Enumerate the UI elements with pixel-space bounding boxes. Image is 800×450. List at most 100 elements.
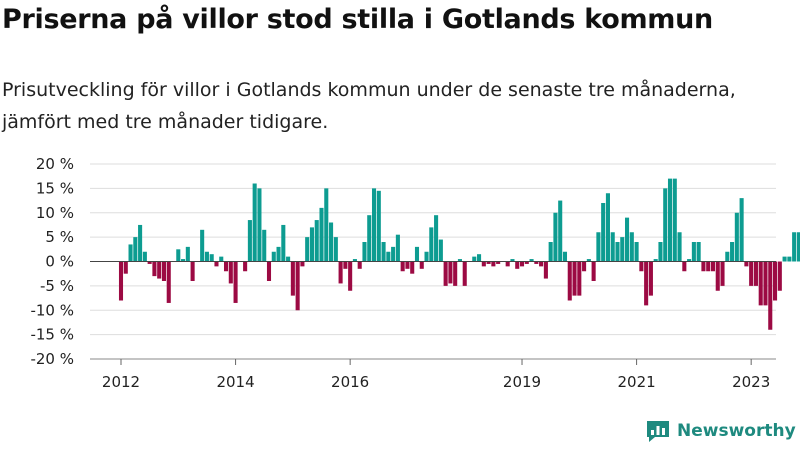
bar <box>792 232 797 262</box>
bar <box>629 232 634 262</box>
bar <box>701 261 706 272</box>
bar <box>300 261 305 267</box>
bar <box>190 261 195 281</box>
bar <box>625 217 630 262</box>
bar <box>591 261 596 281</box>
bar <box>691 242 696 262</box>
bar <box>434 215 439 262</box>
bar <box>142 251 147 262</box>
brand-name: Newsworthy <box>677 421 796 441</box>
bar <box>133 237 138 262</box>
bar <box>181 259 186 262</box>
bar <box>166 261 171 303</box>
bar <box>381 242 386 262</box>
bar <box>376 190 381 262</box>
x-tick-label: 2019 <box>503 373 541 391</box>
axes: 20 % 15 % 10 % 5 % 0 % -5 % -10 % -15 % -20 % 201… <box>30 155 776 391</box>
bar <box>266 261 272 281</box>
bar <box>400 261 405 272</box>
bar <box>758 261 763 306</box>
bar <box>462 261 467 286</box>
bar <box>682 261 687 272</box>
bar <box>281 224 286 262</box>
bar <box>639 261 644 272</box>
bar <box>395 234 400 262</box>
x-tick-label: 2021 <box>617 373 655 391</box>
bar <box>553 212 558 262</box>
bar <box>773 261 778 301</box>
bar <box>524 261 529 264</box>
bar <box>567 261 572 301</box>
bar <box>352 259 357 262</box>
bar <box>725 251 730 262</box>
y-tick-label: 20 % <box>36 155 74 173</box>
bar <box>391 246 396 262</box>
bar <box>362 242 367 262</box>
bar <box>667 178 673 262</box>
bar <box>577 261 582 296</box>
bar <box>658 242 663 262</box>
bar <box>539 261 544 267</box>
bar <box>128 244 133 262</box>
bar <box>558 200 563 262</box>
bar <box>496 261 501 264</box>
bar <box>453 261 458 286</box>
bar <box>118 261 124 301</box>
bar <box>653 259 658 262</box>
bar <box>696 242 701 262</box>
bar <box>176 249 181 262</box>
bar <box>720 261 725 286</box>
y-tick-label: 15 % <box>36 179 74 197</box>
bar <box>457 259 462 262</box>
bar <box>763 261 768 306</box>
bar <box>200 229 205 262</box>
bar <box>648 261 653 296</box>
bar <box>262 229 267 262</box>
bar <box>582 261 587 272</box>
bar <box>543 261 548 279</box>
bar <box>424 251 429 262</box>
bar <box>414 246 420 262</box>
bar <box>634 242 639 262</box>
bar <box>749 261 754 286</box>
bar <box>209 254 214 262</box>
bar <box>586 259 591 262</box>
bar <box>687 259 692 262</box>
y-tick-label: -10 % <box>30 301 74 319</box>
bar <box>519 261 525 267</box>
bar <box>152 261 157 277</box>
bar <box>247 220 252 262</box>
chart-subtitle: Prisutveckling för villor i Gotlands kom… <box>2 79 736 133</box>
bar <box>204 251 209 262</box>
x-tick-label: 2016 <box>331 373 369 391</box>
bar <box>157 261 162 279</box>
bar <box>386 251 391 262</box>
bar <box>448 261 453 284</box>
bar <box>309 227 314 262</box>
bar <box>710 261 716 272</box>
bar <box>252 183 257 262</box>
y-tick-label: -20 % <box>30 350 74 368</box>
bar <box>486 261 491 264</box>
bar <box>548 242 553 262</box>
bar <box>438 239 443 262</box>
x-tick-label: 2014 <box>216 373 254 391</box>
bar <box>371 188 377 262</box>
bar <box>123 261 128 274</box>
bar <box>715 261 720 291</box>
bar <box>787 256 792 262</box>
bar <box>730 242 735 262</box>
newsworthy-branding: Newsworthy <box>645 419 796 443</box>
bar <box>185 246 190 262</box>
bar <box>505 261 510 267</box>
bar <box>314 220 319 262</box>
bar <box>706 261 711 272</box>
y-tick-label: 0 % <box>45 253 74 271</box>
bar <box>348 261 353 291</box>
bar <box>782 256 787 262</box>
bar <box>367 215 372 262</box>
bar <box>534 261 539 264</box>
chart-title: Priserna på villor stod stilla i Gotland… <box>2 4 713 35</box>
bar <box>620 237 625 262</box>
bar <box>405 261 410 269</box>
